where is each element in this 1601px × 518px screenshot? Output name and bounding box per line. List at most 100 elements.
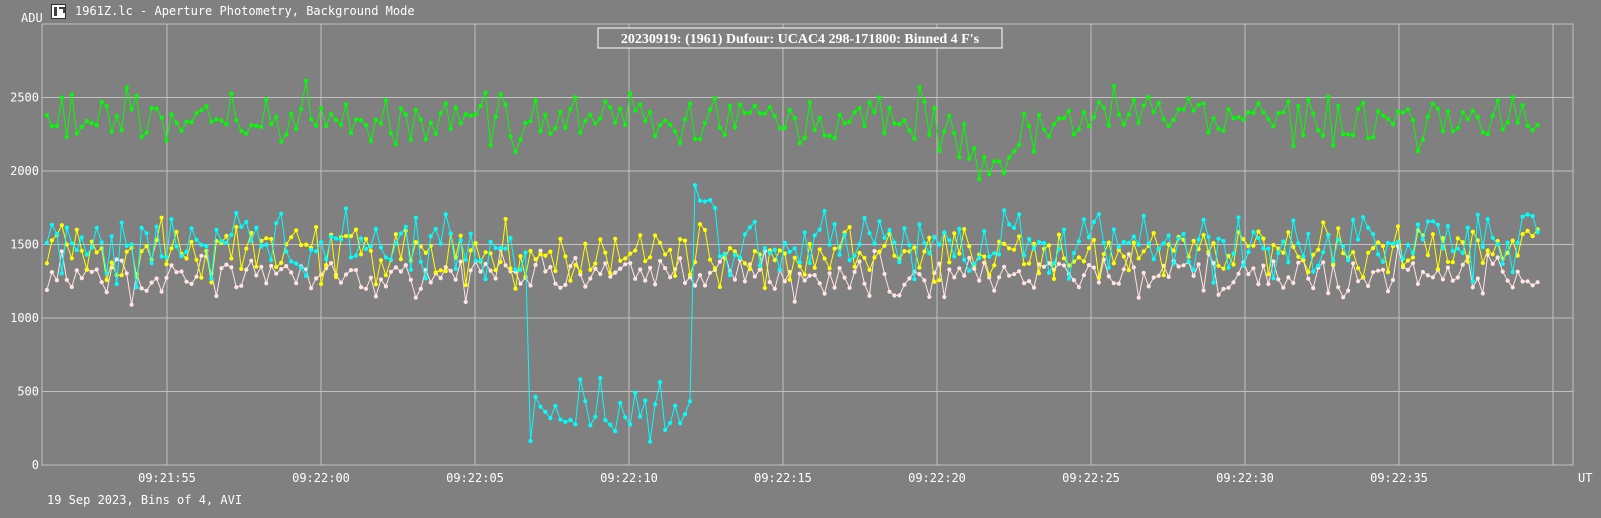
background-point [1007, 273, 1012, 278]
target-point [438, 241, 443, 246]
background-point [408, 277, 413, 282]
comparison-point [79, 124, 84, 129]
target-point [912, 277, 917, 282]
target-point [144, 231, 149, 236]
comparison-point [478, 103, 483, 108]
comparison-point [299, 107, 304, 112]
check-point [663, 252, 668, 257]
check-point [189, 239, 194, 244]
comparison-point [1465, 117, 1470, 122]
background-point [1136, 295, 1141, 300]
check-point [707, 257, 713, 262]
comparison-point [563, 125, 568, 130]
check-point [398, 257, 403, 262]
target-point [1341, 244, 1346, 249]
target-point [1420, 237, 1425, 242]
background-point [872, 248, 877, 254]
background-point [1086, 263, 1091, 268]
background-point [1480, 291, 1485, 296]
target-point [1346, 258, 1351, 263]
comparison-point [463, 112, 468, 117]
check-point [1361, 275, 1366, 280]
background-point [867, 293, 872, 298]
comparison-point [209, 119, 214, 124]
comparison-point [294, 127, 299, 132]
background-point [942, 294, 947, 300]
target-point [204, 244, 209, 249]
comparison-point [523, 120, 528, 125]
target-point [44, 240, 50, 245]
target-point [363, 246, 369, 252]
target-point [1246, 249, 1251, 255]
check-point [498, 259, 503, 265]
target-point [573, 422, 578, 427]
check-point [1096, 275, 1101, 280]
comparison-point [1326, 94, 1331, 99]
background-point [503, 263, 508, 268]
target-point [588, 423, 593, 428]
background-point [852, 269, 857, 274]
check-point [1301, 258, 1306, 263]
comparison-point [877, 95, 882, 100]
background-point [837, 266, 842, 271]
target-point [623, 415, 628, 420]
target-point [139, 225, 144, 230]
comparison-point [1206, 130, 1211, 135]
comparison-point [199, 108, 204, 113]
target-point [458, 238, 463, 243]
background-point [608, 274, 613, 279]
comparison-point [548, 131, 553, 136]
background-point [129, 302, 134, 307]
comparison-point [1221, 128, 1226, 133]
comparison-point [837, 112, 842, 117]
background-point [882, 271, 887, 277]
background-point [1056, 261, 1062, 266]
check-point [638, 233, 643, 238]
target-point [1400, 256, 1406, 261]
comparison-point [892, 121, 897, 126]
check-point [633, 248, 638, 253]
target-point [987, 254, 992, 259]
background-point [403, 263, 408, 268]
background-point [1445, 265, 1450, 270]
background-point [234, 285, 239, 290]
target-point [1156, 246, 1161, 251]
comparison-point [1445, 109, 1450, 114]
target-point [1076, 239, 1081, 244]
target-point [982, 229, 987, 234]
check-point [1371, 246, 1376, 251]
check-point [712, 266, 718, 271]
target-point [1236, 215, 1241, 220]
background-point [628, 261, 633, 266]
background-point [603, 261, 608, 266]
background-point [702, 283, 708, 288]
background-point [1271, 259, 1276, 264]
comparison-point [1236, 115, 1241, 120]
comparison-point [917, 85, 922, 90]
comparison-point [1161, 117, 1166, 122]
comparison-point [987, 172, 992, 177]
background-point [279, 267, 284, 272]
target-point [942, 230, 947, 235]
background-point [259, 264, 264, 269]
target-point [174, 244, 179, 249]
comparison-point [952, 131, 957, 136]
comparison-point [1400, 110, 1406, 115]
target-point [1316, 263, 1321, 268]
comparison-point [433, 131, 438, 137]
background-point [1535, 280, 1540, 285]
check-point [782, 251, 787, 256]
background-point [658, 258, 663, 264]
target-point [1241, 263, 1246, 268]
check-point [673, 273, 678, 278]
comparison-point [1171, 117, 1176, 122]
target-point [179, 254, 184, 259]
comparison-point [1346, 132, 1351, 137]
background-point [1366, 283, 1371, 289]
check-point [872, 255, 877, 260]
comparison-point [882, 131, 887, 136]
comparison-point [443, 101, 448, 106]
comparison-point [1490, 113, 1495, 118]
target-point [378, 245, 383, 250]
background-point [937, 261, 942, 266]
